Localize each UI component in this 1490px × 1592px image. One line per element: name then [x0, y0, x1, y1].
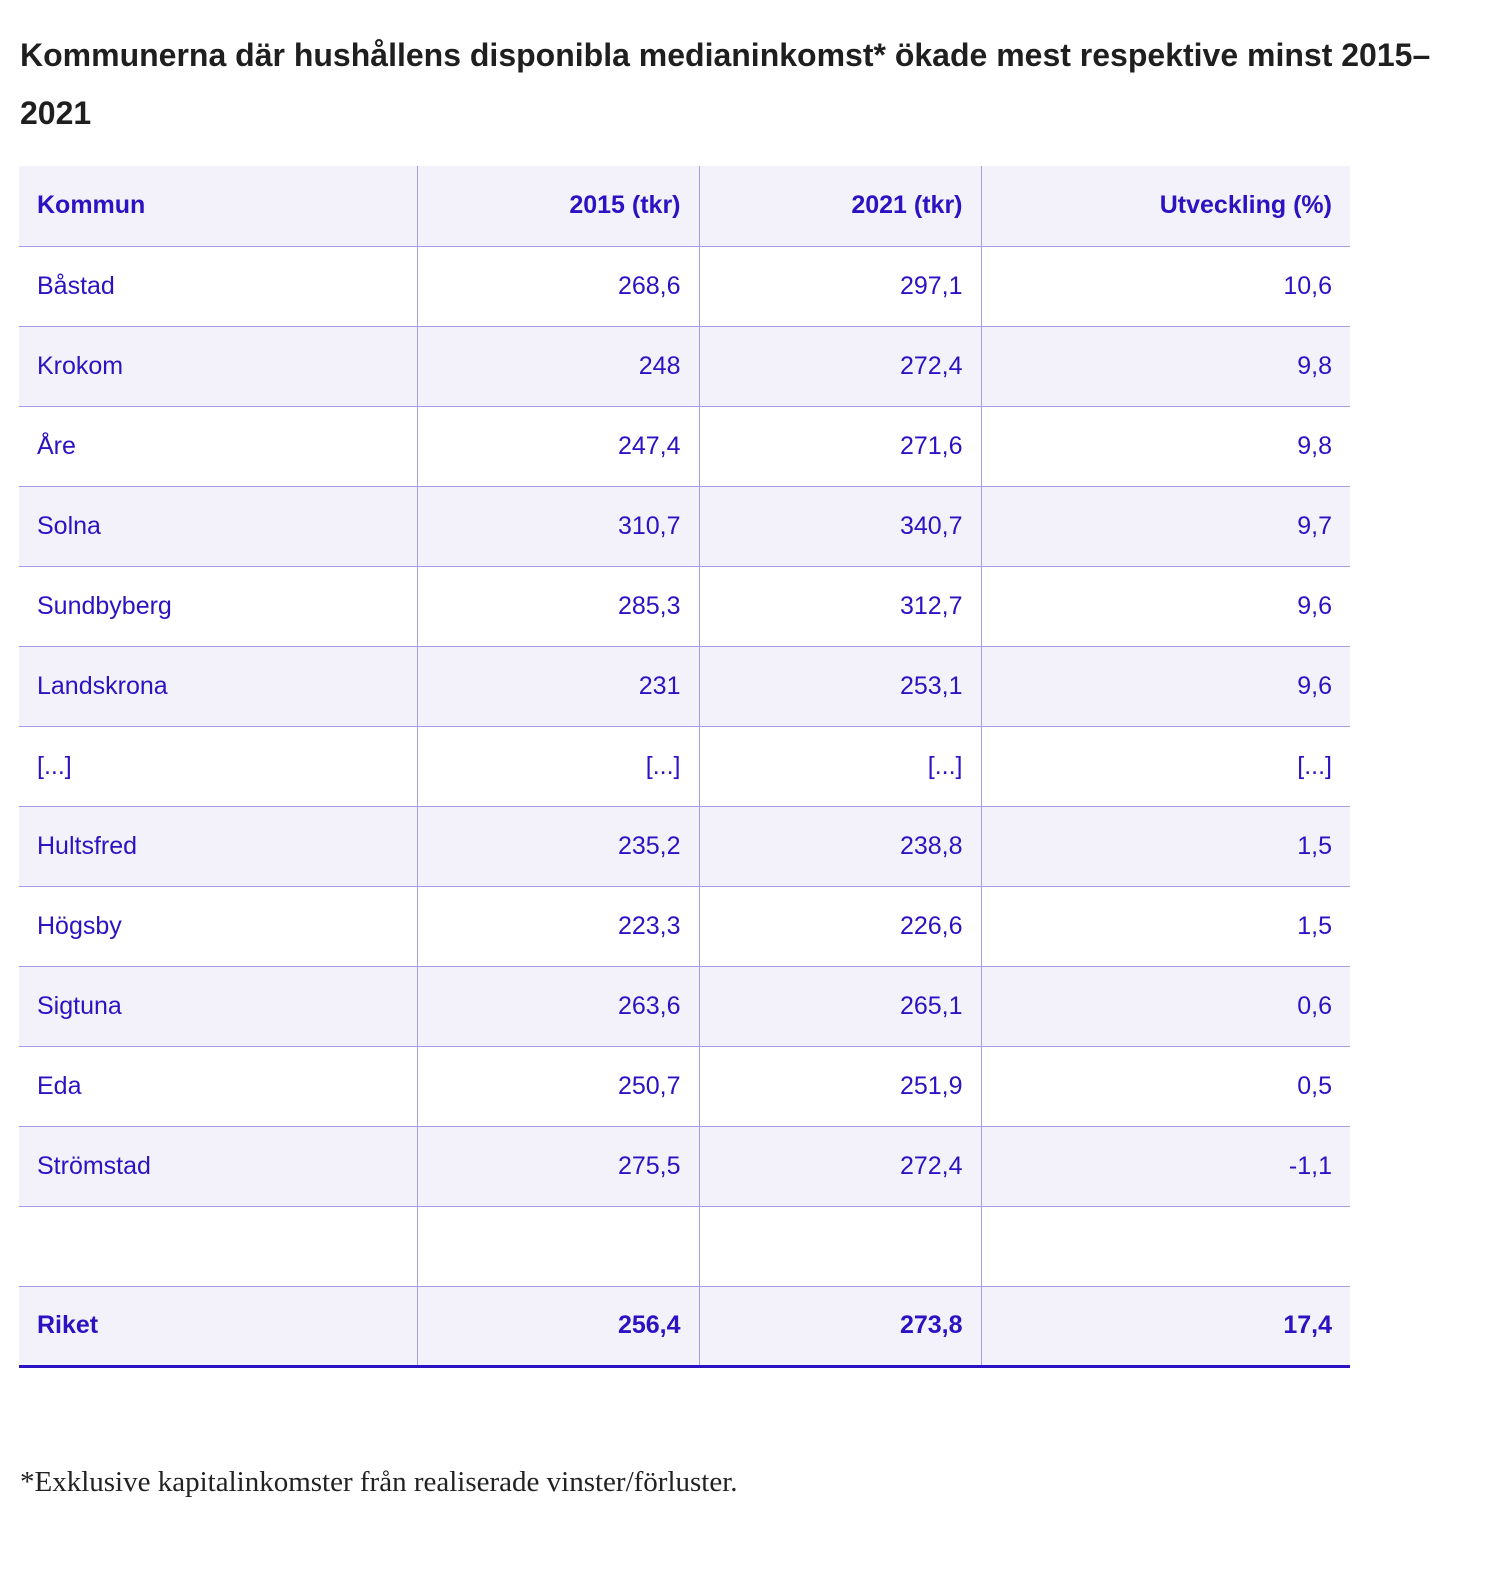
table-row: Krokom 248 272,4 9,8 — [19, 326, 1350, 407]
table-row: Solna 310,7 340,7 9,7 — [19, 486, 1350, 567]
cell-kommun: Solna — [19, 486, 417, 567]
cell-2021: 271,6 — [698, 406, 981, 487]
cell-2021: 272,4 — [698, 1126, 981, 1207]
cell-2015: 231 — [416, 646, 699, 727]
cell-2015: 310,7 — [416, 486, 699, 567]
cell-utveckling: 10,6 — [980, 246, 1350, 327]
empty-cell — [416, 1206, 699, 1287]
cell-utveckling: 9,7 — [980, 486, 1350, 567]
cell-2021: 251,9 — [698, 1046, 981, 1127]
table-row: Åre 247,4 271,6 9,8 — [19, 406, 1350, 487]
total-2015: 256,4 — [416, 1286, 699, 1368]
cell-utveckling: 0,6 — [980, 966, 1350, 1047]
cell-utveckling: -1,1 — [980, 1126, 1350, 1207]
table-row: Landskrona 231 253,1 9,6 — [19, 646, 1350, 727]
table-header-row: Kommun 2015 (tkr) 2021 (tkr) Utveckling … — [19, 166, 1350, 247]
table-spacer-row — [19, 1206, 1350, 1287]
total-label: Riket — [19, 1286, 417, 1368]
cell-2021: 272,4 — [698, 326, 981, 407]
empty-cell — [19, 1206, 417, 1287]
cell-kommun: Hultsfred — [19, 806, 417, 887]
cell-2015: 268,6 — [416, 246, 699, 327]
header-2021: 2021 (tkr) — [698, 166, 981, 247]
header-2015: 2015 (tkr) — [416, 166, 699, 247]
cell-2015: 275,5 — [416, 1126, 699, 1207]
table-row: Sigtuna 263,6 265,1 0,6 — [19, 966, 1350, 1047]
page-title: Kommunerna där hushållens disponibla med… — [20, 37, 1431, 131]
table-row: Strömstad 275,5 272,4 -1,1 — [19, 1126, 1350, 1207]
cell-2015: 247,4 — [416, 406, 699, 487]
table-row: Hultsfred 235,2 238,8 1,5 — [19, 806, 1350, 887]
cell-utveckling: 0,5 — [980, 1046, 1350, 1127]
cell-2021: 226,6 — [698, 886, 981, 967]
header-kommun: Kommun — [19, 166, 417, 247]
cell-kommun: Högsby — [19, 886, 417, 967]
cell-kommun: Strömstad — [19, 1126, 417, 1207]
cell-utveckling: 1,5 — [980, 886, 1350, 967]
cell-2021: 340,7 — [698, 486, 981, 567]
table-total-row: Riket 256,4 273,8 17,4 — [19, 1286, 1350, 1368]
cell-2015: 223,3 — [416, 886, 699, 967]
total-utveckling: 17,4 — [980, 1286, 1350, 1368]
cell-kommun: Båstad — [19, 246, 417, 327]
cell-kommun: Åre — [19, 406, 417, 487]
cell-2021: 265,1 — [698, 966, 981, 1047]
cell-2021: 238,8 — [698, 806, 981, 887]
cell-2015: 235,2 — [416, 806, 699, 887]
table-row: Båstad 268,6 297,1 10,6 — [19, 246, 1350, 327]
footnote: *Exklusive kapitalinkomster från realise… — [20, 1466, 738, 1498]
cell-2015: [...] — [416, 726, 699, 807]
cell-utveckling: 9,6 — [980, 646, 1350, 727]
cell-kommun: [...] — [19, 726, 417, 807]
cell-kommun: Sundbyberg — [19, 566, 417, 647]
cell-utveckling: [...] — [980, 726, 1350, 807]
cell-2015: 263,6 — [416, 966, 699, 1047]
cell-2021: 312,7 — [698, 566, 981, 647]
cell-utveckling: 9,8 — [980, 326, 1350, 407]
cell-2015: 248 — [416, 326, 699, 407]
table-row: Högsby 223,3 226,6 1,5 — [19, 886, 1350, 967]
cell-2015: 285,3 — [416, 566, 699, 647]
cell-utveckling: 9,6 — [980, 566, 1350, 647]
cell-kommun: Landskrona — [19, 646, 417, 727]
income-table: Kommun 2015 (tkr) 2021 (tkr) Utveckling … — [19, 166, 1350, 1368]
empty-cell — [980, 1206, 1350, 1287]
cell-kommun: Eda — [19, 1046, 417, 1127]
cell-2021: 297,1 — [698, 246, 981, 327]
cell-utveckling: 9,8 — [980, 406, 1350, 487]
table-row: [...] [...] [...] [...] — [19, 726, 1350, 807]
cell-2021: 253,1 — [698, 646, 981, 727]
cell-2015: 250,7 — [416, 1046, 699, 1127]
table-row: Sundbyberg 285,3 312,7 9,6 — [19, 566, 1350, 647]
empty-cell — [698, 1206, 981, 1287]
cell-kommun: Krokom — [19, 326, 417, 407]
cell-2021: [...] — [698, 726, 981, 807]
table-row: Eda 250,7 251,9 0,5 — [19, 1046, 1350, 1127]
cell-utveckling: 1,5 — [980, 806, 1350, 887]
header-utveckling: Utveckling (%) — [980, 166, 1350, 247]
cell-kommun: Sigtuna — [19, 966, 417, 1047]
total-2021: 273,8 — [698, 1286, 981, 1368]
